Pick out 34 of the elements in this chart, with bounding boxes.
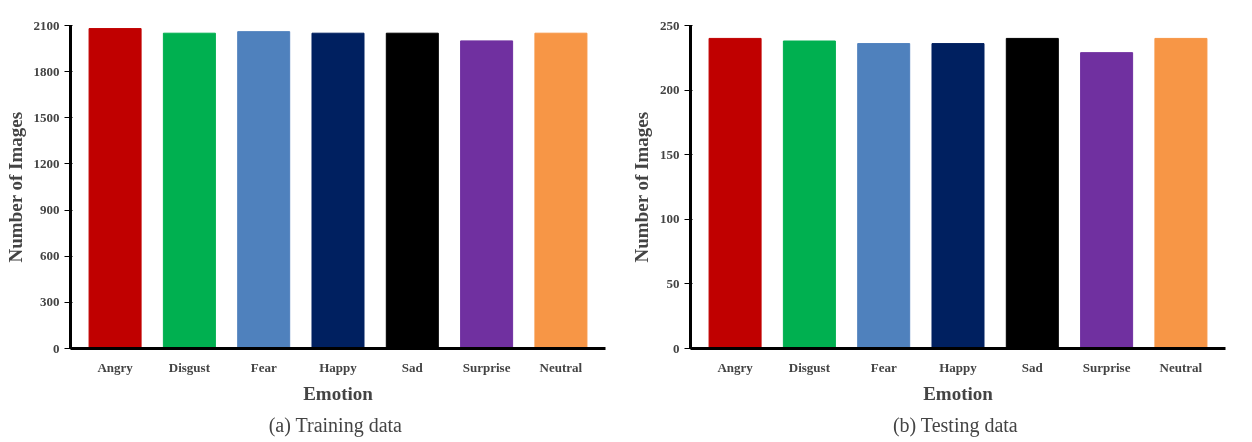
y-axis-title: Number of Images xyxy=(4,111,26,263)
y-tick-label: 50 xyxy=(666,275,680,291)
x-tick-label: Angry xyxy=(717,359,754,375)
x-tick-label: Surprise xyxy=(462,359,511,375)
text: (a) Training data xyxy=(268,413,403,437)
y-tick-label: 1800 xyxy=(33,63,60,79)
x-tick-label: Neutral xyxy=(539,359,583,375)
y-tick-label: 300 xyxy=(40,294,60,310)
x-tick-label: Disgust xyxy=(788,359,831,375)
x-tick-label: Happy xyxy=(939,359,978,375)
y-tick-label: 0 xyxy=(53,340,60,356)
x-tick-label: Angry xyxy=(97,359,134,375)
y-tick-label: 600 xyxy=(40,248,60,264)
y-tick-label: 200 xyxy=(660,82,680,98)
x-tick-label: Sad xyxy=(401,359,424,375)
x-tick-label: Happy xyxy=(319,359,358,375)
y-tick-label: 250 xyxy=(660,17,680,33)
x-axis-title: Emotion xyxy=(923,382,994,404)
x-tick-label: Fear xyxy=(250,359,277,375)
y-tick-label: 1500 xyxy=(33,109,60,125)
y-axis-title: Number of Images xyxy=(631,111,652,263)
x-tick-label: Neutral xyxy=(1159,359,1203,375)
y-tick-label: 0 xyxy=(673,340,680,356)
y-tick-label: 900 xyxy=(40,202,60,218)
text: (b) Testing data xyxy=(892,413,1018,437)
x-tick-label: Fear xyxy=(870,359,897,375)
x-axis-title: Emotion xyxy=(303,382,374,404)
x-tick-label: Sad xyxy=(1021,359,1044,375)
y-tick-label: 2100 xyxy=(33,17,60,33)
y-tick-label: 150 xyxy=(660,146,680,162)
y-tick-label: 100 xyxy=(660,211,680,227)
x-tick-label: Disgust xyxy=(168,359,211,375)
y-tick-label: 1200 xyxy=(33,155,60,171)
x-tick-label: Surprise xyxy=(1082,359,1131,375)
